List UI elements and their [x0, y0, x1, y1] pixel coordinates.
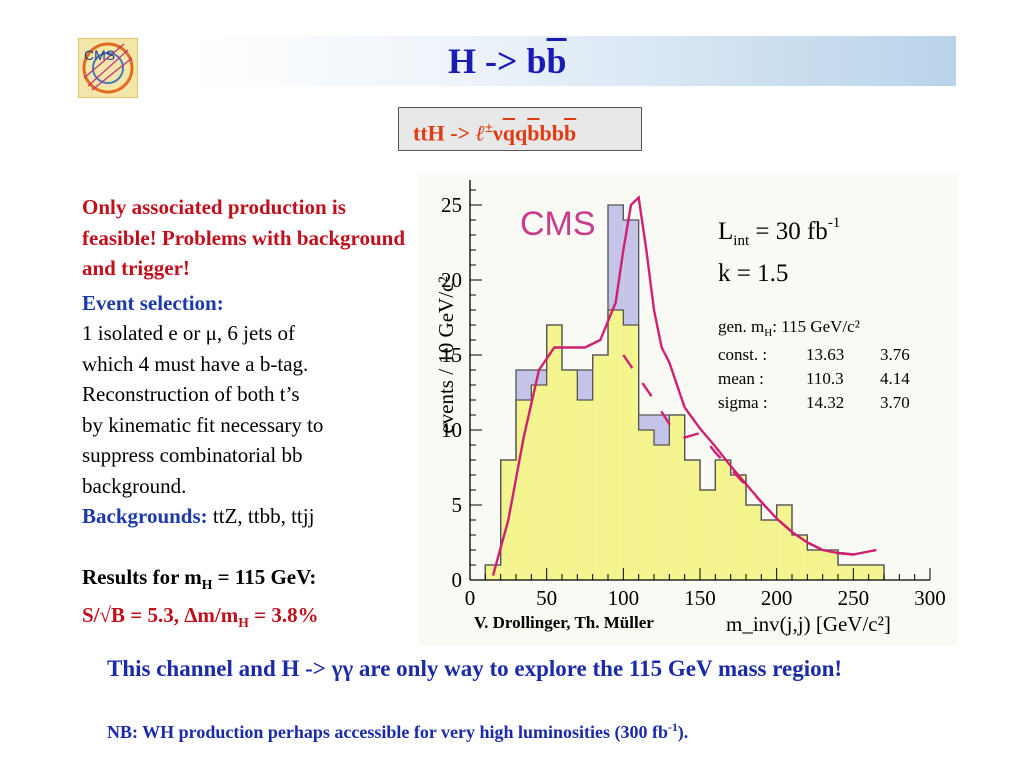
- x-tick-label: 100: [608, 586, 640, 610]
- y-tick-label: 5: [452, 493, 463, 517]
- y-tick-label: 15: [441, 343, 462, 367]
- conclusion-text: This channel and H -> γγ are only way to…: [107, 656, 843, 681]
- y-tick-label: 20: [441, 268, 462, 292]
- fit-results-table: const. : 13.63 3.76 mean : 110.3 4.14 sigma : 1…: [718, 345, 910, 412]
- background-bar: [684, 460, 700, 580]
- background-outline: [484, 309, 885, 580]
- background-bar: [792, 535, 808, 580]
- fit-row-error: 3.70: [880, 393, 910, 412]
- background-bar: [746, 505, 762, 580]
- fit-row-label: mean :: [718, 369, 764, 388]
- x-tick-label: 300: [914, 586, 946, 610]
- results-values: S/√B = 5.3, Δm/mH = 3.8%: [82, 603, 319, 631]
- background-fit-curve: [622, 354, 877, 556]
- selection-line: background.: [82, 473, 187, 498]
- background-bar: [776, 505, 792, 580]
- results-heading: Results for mH = 115 GeV:: [82, 564, 317, 592]
- fit-row-label: const. :: [718, 345, 767, 364]
- background-bar: [623, 325, 639, 580]
- fit-row-value: 14.32: [806, 393, 844, 412]
- background-bar: [838, 565, 854, 580]
- intro-text: Only associated production is feasible! …: [82, 195, 405, 280]
- slide-title: H -> bb: [448, 41, 567, 81]
- fit-row-label: sigma :: [718, 393, 768, 412]
- background-bar: [608, 310, 624, 580]
- fit-row-value: 110.3: [806, 369, 844, 388]
- description-column: Only associated production is feasible! …: [82, 192, 412, 639]
- background-bar: [669, 415, 685, 580]
- background-bar: [592, 355, 608, 580]
- background-bar: [546, 325, 562, 580]
- selection-heading: Event selection:: [82, 290, 224, 315]
- x-tick-label: 250: [838, 586, 870, 610]
- channel-box: ttH -> ℓ±νqqbbbb: [398, 107, 642, 151]
- background-bar: [531, 385, 547, 580]
- selection-line: 1 isolated e or μ, 6 jets of: [82, 321, 296, 345]
- background-bar: [516, 400, 532, 580]
- y-tick-label: 10: [441, 418, 462, 442]
- background-bar: [700, 490, 716, 580]
- background-bar: [761, 520, 777, 580]
- luminosity-label: Lint = 30 fb-1: [718, 215, 840, 249]
- axes: [469, 180, 931, 581]
- background-bars: [485, 310, 884, 580]
- x-tick-label: 0: [465, 586, 476, 610]
- background-bar: [562, 370, 578, 580]
- svg-text:CMS: CMS: [84, 47, 115, 63]
- y-tick-labels: 0 5 10 15 20 25: [441, 193, 462, 592]
- fit-row-error: 3.76: [880, 345, 910, 364]
- histogram-outline: [484, 204, 885, 580]
- background-bar: [822, 550, 838, 580]
- background-bar: [577, 400, 593, 580]
- x-tick-label: 50: [536, 586, 557, 610]
- x-tick-labels: 0 50 100 150 200 250 300: [465, 586, 946, 610]
- y-axis-label: events / 10 GeV/c²: [434, 276, 458, 433]
- y-tick-label: 0: [452, 568, 463, 592]
- x-axis-label: m_inv(j,j) [GeV/c²]: [726, 612, 891, 636]
- selection-line: by kinematic fit necessary to: [82, 412, 324, 437]
- background-bar: [868, 565, 884, 580]
- channel-formula: ttH -> ℓ±νqqbbbb: [413, 120, 577, 146]
- chart-title: CMS: [520, 205, 596, 243]
- background-bar: [853, 565, 869, 580]
- y-tick-label: 25: [441, 193, 462, 217]
- background-bar: [638, 430, 654, 580]
- generated-mass-label: gen. mH: 115 GeV/c²: [718, 317, 860, 339]
- title-bar: [190, 36, 956, 86]
- fit-row-error: 4.14: [880, 369, 910, 388]
- selection-line: suppress combinatorial bb: [82, 443, 303, 467]
- x-tick-label: 150: [684, 586, 716, 610]
- selection-line: which 4 must have a b-tag.: [82, 351, 309, 376]
- cms-logo: CMS: [78, 38, 138, 98]
- background-bar: [730, 475, 746, 580]
- k-factor-label: k = 1.5: [718, 260, 788, 287]
- x-tick-label: 200: [761, 586, 793, 610]
- background-bar: [654, 445, 670, 580]
- selection-line: Reconstruction of both t’s: [82, 382, 300, 406]
- background-bar: [807, 550, 823, 580]
- background-bar: [715, 460, 731, 580]
- histogram-chart: 0 50 100 150 200 250 300 0 5 10 15 20 25 CMS Lint =…: [418, 175, 958, 645]
- note-text: NB: WH production perhaps accessible for…: [107, 721, 689, 742]
- backgrounds-line: Backgrounds: ttZ, ttbb, ttjj: [82, 504, 315, 528]
- fit-row-value: 13.63: [806, 345, 844, 364]
- author-credit: V. Drollinger, Th. Müller: [474, 613, 654, 632]
